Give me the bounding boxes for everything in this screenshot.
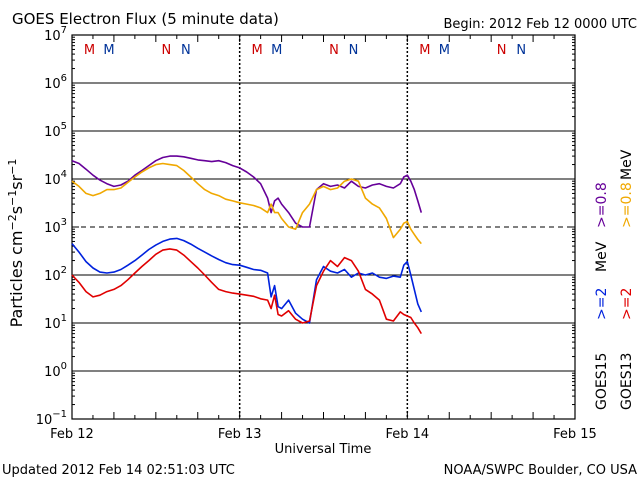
begin-time-label: Begin: 2012 Feb 12 0000 UTC	[443, 17, 637, 32]
series-line-3	[71, 248, 422, 335]
x-tick-label: Feb 14	[385, 427, 429, 442]
legend-goes15: GOES15	[594, 353, 610, 410]
marker-n: N	[349, 43, 359, 58]
legend-mev-b: MeV	[619, 149, 635, 180]
x-tick-label: Feb 13	[218, 427, 262, 442]
marker-m: M	[419, 43, 430, 58]
credit-label: NOAA/SWPC Boulder, CO USA	[444, 463, 637, 478]
legend-goes15-ge08: >=0.8	[594, 182, 610, 228]
series-line-2	[71, 237, 423, 324]
marker-n: N	[516, 43, 526, 58]
series-line-0	[71, 155, 423, 228]
marker-m: M	[84, 43, 95, 58]
marker-m: M	[252, 43, 263, 58]
y-tick-label: 106	[44, 73, 67, 92]
chart-title: GOES Electron Flux (5 minute data)	[12, 10, 279, 28]
right-legend: GOES15 GOES13 >=2 >=2 MeV >=0.8 >=0.8 Me…	[594, 149, 635, 410]
legend-mev-a: MeV	[594, 241, 610, 272]
axis-ticks	[71, 34, 576, 420]
marker-n: N	[497, 43, 507, 58]
marker-m: M	[271, 43, 282, 58]
marker-n: N	[161, 43, 171, 58]
y-tick-label: 107	[44, 25, 67, 44]
marker-m: M	[103, 43, 114, 58]
x-tick-label: Feb 12	[50, 427, 94, 442]
legend-goes13: GOES13	[619, 353, 635, 410]
y-tick-label: 104	[44, 169, 67, 188]
y-tick-label: 102	[44, 265, 67, 284]
y-tick-labels: 10−1 100 101 102 103 104 105 106 107	[36, 25, 67, 428]
series-lines	[71, 155, 423, 335]
y-tick-label: 105	[44, 121, 67, 140]
series-line-1	[71, 162, 422, 245]
legend-goes13-ge08: >=0.8	[619, 182, 635, 228]
day-divider-lines	[238, 35, 409, 419]
marker-n: N	[329, 43, 339, 58]
x-tick-label: Feb 15	[553, 427, 597, 442]
y-tick-label: 10−1	[36, 409, 67, 428]
y-tick-label: 100	[44, 361, 67, 380]
y-tick-label: 101	[44, 313, 67, 332]
y-axis-label: Particles cm−2s−1sr−1	[6, 159, 26, 328]
grid-lines	[72, 82, 575, 372]
updated-time-label: Updated 2012 Feb 14 02:51:03 UTC	[2, 463, 235, 478]
marker-n: N	[181, 43, 191, 58]
legend-goes13-ge2: >=2	[619, 288, 635, 320]
legend-goes15-ge2: >=2	[594, 288, 610, 320]
marker-m: M	[439, 43, 450, 58]
x-axis-label: Universal Time	[275, 442, 372, 457]
y-tick-label: 103	[44, 217, 67, 236]
x-tick-labels: Feb 12 Feb 13 Feb 14 Feb 15	[50, 427, 597, 442]
